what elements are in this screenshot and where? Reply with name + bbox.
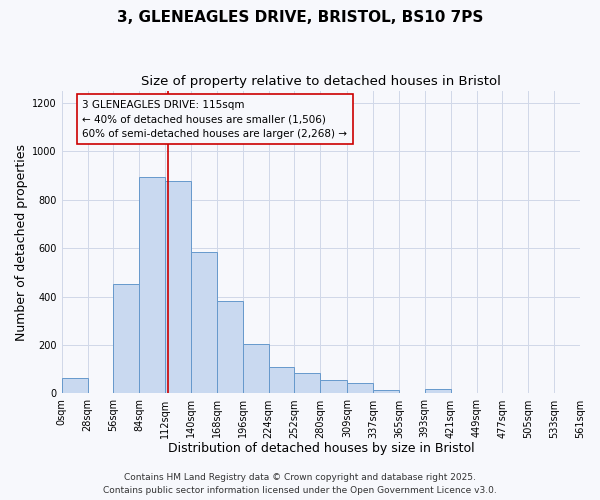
X-axis label: Distribution of detached houses by size in Bristol: Distribution of detached houses by size …: [167, 442, 474, 455]
Bar: [217, 302, 243, 394]
Bar: [62, 378, 88, 394]
Bar: [113, 284, 139, 394]
Y-axis label: Number of detached properties: Number of detached properties: [15, 144, 28, 340]
Bar: [243, 344, 269, 394]
Text: Contains HM Land Registry data © Crown copyright and database right 2025.
Contai: Contains HM Land Registry data © Crown c…: [103, 474, 497, 495]
Bar: [269, 367, 295, 394]
Bar: [139, 176, 165, 394]
Bar: [373, 390, 399, 394]
Bar: [320, 380, 347, 394]
Bar: [425, 388, 451, 394]
Bar: [295, 373, 320, 394]
Bar: [191, 252, 217, 394]
Text: 3, GLENEAGLES DRIVE, BRISTOL, BS10 7PS: 3, GLENEAGLES DRIVE, BRISTOL, BS10 7PS: [117, 10, 483, 25]
Text: 3 GLENEAGLES DRIVE: 115sqm
← 40% of detached houses are smaller (1,506)
60% of s: 3 GLENEAGLES DRIVE: 115sqm ← 40% of deta…: [82, 100, 347, 139]
Title: Size of property relative to detached houses in Bristol: Size of property relative to detached ho…: [141, 75, 501, 88]
Bar: [165, 182, 191, 394]
Bar: [347, 382, 373, 394]
